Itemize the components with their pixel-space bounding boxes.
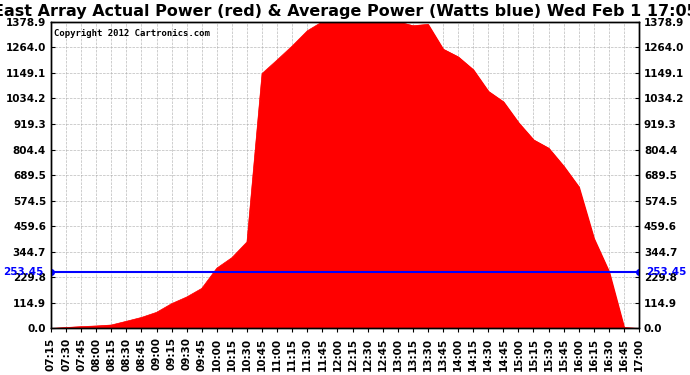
Title: East Array Actual Power (red) & Average Power (Watts blue) Wed Feb 1 17:05: East Array Actual Power (red) & Average … [0,4,690,19]
Text: Copyright 2012 Cartronics.com: Copyright 2012 Cartronics.com [54,29,210,38]
Text: 253.45: 253.45 [3,267,44,277]
Text: 253.45: 253.45 [646,267,687,277]
